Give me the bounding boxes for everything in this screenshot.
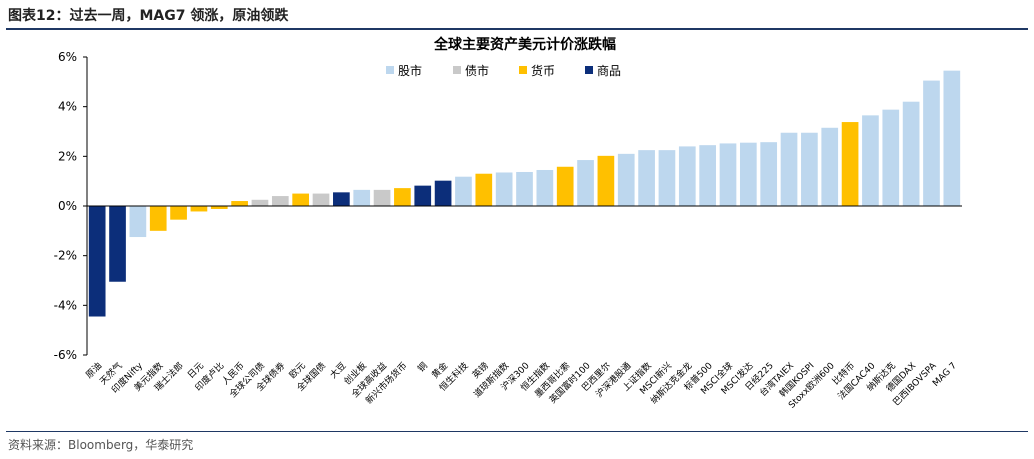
source-note: 资料来源：Bloomberg，华泰研究 [8, 438, 194, 452]
y-tick-label: 4% [58, 100, 77, 114]
y-tick-label: 6% [58, 50, 77, 64]
figure-header: 图表12：过去一周，MAG7 领涨，原油领跌 [6, 2, 1028, 30]
bar [373, 189, 391, 206]
bar [862, 115, 879, 206]
bar [414, 185, 432, 206]
figure-heading: 过去一周，MAG7 领涨，原油领跌 [69, 8, 289, 24]
bar [760, 142, 778, 206]
legend-label: 货币 [531, 63, 555, 78]
bar [353, 189, 371, 206]
header-rule [6, 28, 1028, 30]
bar [333, 192, 350, 206]
bar [943, 70, 961, 206]
bar [597, 155, 615, 206]
bar [902, 101, 920, 206]
legend-swatch [453, 66, 461, 74]
bar [719, 143, 737, 206]
figure-title: 图表12：过去一周，MAG7 领涨，原油领跌 [8, 5, 288, 25]
bar [88, 206, 106, 317]
bar [312, 193, 330, 206]
bar [109, 206, 126, 282]
bar [292, 193, 310, 206]
bar [678, 146, 696, 206]
figure-label: 图表12： [8, 8, 70, 24]
bar [780, 132, 798, 206]
y-tick-label: 2% [58, 149, 77, 163]
bar [129, 206, 147, 238]
y-tick-label: -6% [54, 348, 77, 362]
legend-swatch [585, 66, 593, 74]
bar [434, 180, 452, 206]
x-category-label: 铜 [415, 360, 430, 375]
bar [638, 150, 655, 207]
bar [841, 122, 859, 206]
y-tick-label: -4% [54, 298, 77, 312]
bar [923, 80, 940, 206]
bar [231, 201, 248, 206]
legend-label: 股市 [398, 63, 422, 78]
bar [821, 127, 839, 206]
bar [882, 109, 900, 206]
bar [271, 196, 289, 206]
bar [577, 160, 594, 206]
y-tick-label: 0% [58, 199, 77, 213]
bar [536, 169, 554, 206]
bar [556, 166, 574, 206]
bar [475, 173, 493, 206]
bar [801, 132, 818, 206]
bar [170, 206, 187, 220]
bar [699, 145, 716, 206]
legend-label: 商品 [597, 63, 621, 78]
bar [190, 206, 208, 212]
bar [251, 199, 269, 206]
bar [149, 206, 167, 231]
bar [210, 206, 228, 209]
bar [516, 171, 533, 206]
legend-swatch [519, 66, 527, 74]
bar [495, 172, 513, 206]
y-tick-label: -2% [54, 249, 77, 263]
legend-swatch [386, 66, 394, 74]
bar [658, 150, 676, 207]
legend-label: 债市 [465, 63, 489, 78]
footer-rule [6, 431, 1028, 432]
chart-title: 全球主要资产美元计价涨跌幅 [433, 36, 616, 53]
bar [739, 142, 757, 206]
bar [617, 153, 635, 206]
bar [394, 188, 411, 206]
bar [455, 176, 472, 206]
